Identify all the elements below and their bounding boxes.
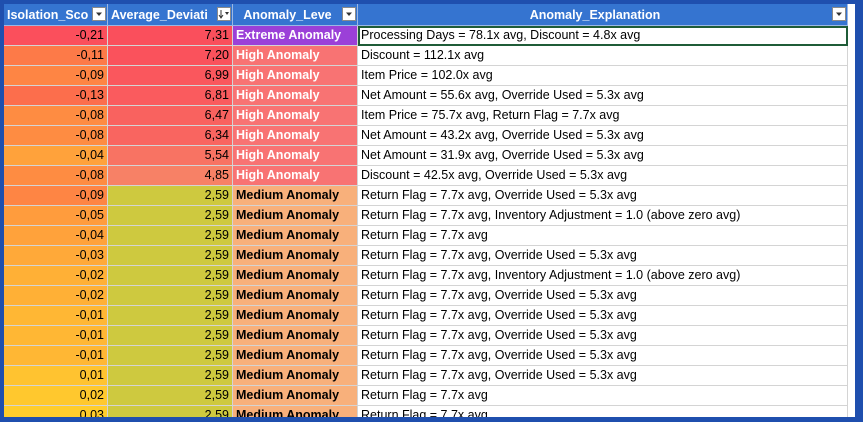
- average-deviation-cell: 2,59: [108, 406, 233, 417]
- average-deviation-cell: 2,59: [108, 306, 233, 326]
- average-deviation-cell: 2,59: [108, 206, 233, 226]
- explanation-cell: Processing Days = 78.1x avg, Discount = …: [358, 26, 848, 46]
- explanation-cell: Return Flag = 7.7x avg, Override Used = …: [358, 366, 848, 386]
- column-header: Isolation_Sco: [4, 4, 108, 26]
- explanation-cell: Item Price = 102.0x avg: [358, 66, 848, 86]
- average-deviation-cell: 7,31: [108, 26, 233, 46]
- anomaly-level-cell: Medium Anomaly: [233, 386, 358, 406]
- average-deviation-cell: 2,59: [108, 346, 233, 366]
- filter-button[interactable]: [92, 7, 106, 21]
- explanation-cell: Net Amount = 43.2x avg, Override Used = …: [358, 126, 848, 146]
- spreadsheet: Isolation_Sco Average_Deviati Anomaly_Leve…: [4, 4, 855, 417]
- average-deviation-cell: 6,99: [108, 66, 233, 86]
- anomaly-level-cell: Medium Anomaly: [233, 286, 358, 306]
- anomaly-level-cell: High Anomaly: [233, 126, 358, 146]
- explanation-cell: Discount = 42.5x avg, Override Used = 5.…: [358, 166, 848, 186]
- anomaly-level-cell: High Anomaly: [233, 146, 358, 166]
- isolation-score-cell: -0,08: [4, 106, 108, 126]
- explanation-cell: Discount = 112.1x avg: [358, 46, 848, 66]
- anomaly-level-cell: Medium Anomaly: [233, 306, 358, 326]
- explanation-cell: Return Flag = 7.7x avg, Override Used = …: [358, 246, 848, 266]
- explanation-cell: Return Flag = 7.7x avg: [358, 226, 848, 246]
- anomaly-level-cell: Medium Anomaly: [233, 346, 358, 366]
- isolation-score-cell: -0,01: [4, 306, 108, 326]
- isolation-score-cell: 0,01: [4, 366, 108, 386]
- isolation-score-cell: -0,05: [4, 206, 108, 226]
- isolation-score-cell: -0,02: [4, 266, 108, 286]
- average-deviation-cell: 6,47: [108, 106, 233, 126]
- explanation-cell: Return Flag = 7.7x avg, Override Used = …: [358, 186, 848, 206]
- anomaly-level-cell: High Anomaly: [233, 106, 358, 126]
- dropdown-icon: [836, 12, 842, 16]
- isolation-score-cell: -0,09: [4, 66, 108, 86]
- isolation-score-cell: -0,11: [4, 46, 108, 66]
- dropdown-icon: [96, 12, 102, 16]
- explanation-cell: Return Flag = 7.7x avg, Override Used = …: [358, 346, 848, 366]
- anomaly-level-cell: Medium Anomaly: [233, 266, 358, 286]
- column-header: Anomaly_Leve: [233, 4, 358, 26]
- anomaly-level-cell: Medium Anomaly: [233, 326, 358, 346]
- isolation-score-cell: -0,03: [4, 246, 108, 266]
- anomaly-level-cell: Medium Anomaly: [233, 366, 358, 386]
- isolation-score-cell: -0,01: [4, 346, 108, 366]
- average-deviation-cell: 5,54: [108, 146, 233, 166]
- average-deviation-cell: 2,59: [108, 186, 233, 206]
- average-deviation-cell: 6,34: [108, 126, 233, 146]
- anomaly-level-cell: Medium Anomaly: [233, 246, 358, 266]
- column-header: Average_Deviati: [108, 4, 233, 26]
- explanation-cell: Net Amount = 31.9x avg, Override Used = …: [358, 146, 848, 166]
- explanation-cell: Return Flag = 7.7x avg: [358, 406, 848, 417]
- isolation-score-cell: -0,21: [4, 26, 108, 46]
- anomaly-level-cell: Medium Anomaly: [233, 206, 358, 226]
- anomaly-level-cell: High Anomaly: [233, 46, 358, 66]
- isolation-score-cell: 0,03: [4, 406, 108, 417]
- isolation-score-cell: -0,02: [4, 286, 108, 306]
- explanation-cell: Return Flag = 7.7x avg, Inventory Adjust…: [358, 206, 848, 226]
- sort-icon: [218, 10, 229, 19]
- average-deviation-cell: 2,59: [108, 226, 233, 246]
- column-header: Anomaly_Explanation: [358, 4, 848, 26]
- explanation-cell: Return Flag = 7.7x avg: [358, 386, 848, 406]
- explanation-cell: Return Flag = 7.7x avg, Override Used = …: [358, 286, 848, 306]
- isolation-score-cell: -0,08: [4, 126, 108, 146]
- average-deviation-cell: 2,59: [108, 366, 233, 386]
- average-deviation-cell: 4,85: [108, 166, 233, 186]
- anomaly-level-cell: High Anomaly: [233, 166, 358, 186]
- filter-button[interactable]: [342, 7, 356, 21]
- average-deviation-cell: 6,81: [108, 86, 233, 106]
- isolation-score-cell: -0,13: [4, 86, 108, 106]
- average-deviation-cell: 2,59: [108, 386, 233, 406]
- isolation-score-cell: -0,08: [4, 166, 108, 186]
- anomaly-level-cell: Medium Anomaly: [233, 186, 358, 206]
- average-deviation-cell: 2,59: [108, 326, 233, 346]
- average-deviation-cell: 7,20: [108, 46, 233, 66]
- isolation-score-cell: -0,04: [4, 226, 108, 246]
- filter-button[interactable]: [217, 7, 231, 21]
- explanation-cell: Return Flag = 7.7x avg, Inventory Adjust…: [358, 266, 848, 286]
- anomaly-level-cell: High Anomaly: [233, 86, 358, 106]
- isolation-score-cell: -0,04: [4, 146, 108, 166]
- filter-button[interactable]: [832, 7, 846, 21]
- explanation-cell: Return Flag = 7.7x avg, Override Used = …: [358, 326, 848, 346]
- average-deviation-cell: 2,59: [108, 286, 233, 306]
- isolation-score-cell: 0,02: [4, 386, 108, 406]
- anomaly-level-cell: Medium Anomaly: [233, 406, 358, 417]
- average-deviation-cell: 2,59: [108, 266, 233, 286]
- anomaly-level-cell: High Anomaly: [233, 66, 358, 86]
- anomaly-level-cell: Extreme Anomaly: [233, 26, 358, 46]
- isolation-score-cell: -0,09: [4, 186, 108, 206]
- dropdown-icon: [346, 12, 352, 16]
- explanation-cell: Item Price = 75.7x avg, Return Flag = 7.…: [358, 106, 848, 126]
- explanation-cell: Net Amount = 55.6x avg, Override Used = …: [358, 86, 848, 106]
- average-deviation-cell: 2,59: [108, 246, 233, 266]
- isolation-score-cell: -0,01: [4, 326, 108, 346]
- explanation-cell: Return Flag = 7.7x avg, Override Used = …: [358, 306, 848, 326]
- anomaly-level-cell: Medium Anomaly: [233, 226, 358, 246]
